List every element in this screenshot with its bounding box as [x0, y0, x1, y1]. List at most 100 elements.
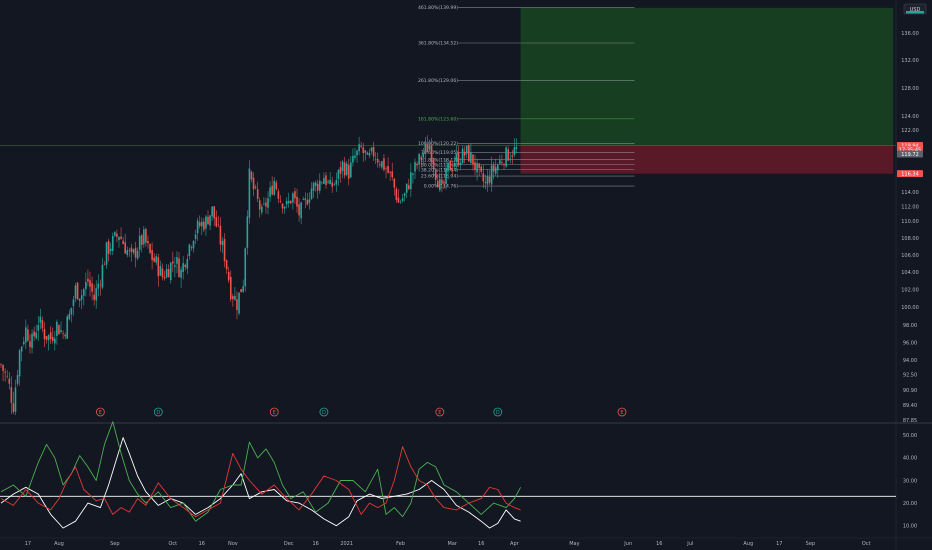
candle-body — [414, 162, 416, 172]
candle-body — [385, 168, 387, 170]
candle-body — [513, 147, 516, 155]
candle-body — [314, 182, 317, 186]
candle-body — [186, 259, 189, 269]
price-tag-label: 116.34 — [901, 171, 919, 177]
candle-body — [399, 201, 402, 203]
candle-body — [503, 164, 505, 166]
candle-body — [213, 206, 216, 219]
earnings-marker-label: E — [99, 410, 102, 416]
candle-body — [238, 292, 240, 314]
candle-body — [101, 264, 104, 288]
candle-body — [178, 258, 180, 277]
time-tick-label: Nov — [228, 541, 238, 547]
earnings-marker[interactable] — [435, 407, 445, 417]
candle-body — [434, 170, 437, 180]
candle-body — [209, 215, 211, 226]
candle-body — [229, 276, 232, 300]
candle-body — [37, 325, 40, 331]
candle-body — [261, 206, 263, 213]
time-tick-label: Aug — [743, 541, 753, 547]
candle-body — [56, 321, 58, 336]
candle-body — [494, 167, 497, 174]
candle-body — [379, 164, 381, 166]
candle-body — [87, 278, 89, 282]
candle-body — [138, 235, 141, 250]
price-tick-label: 90.90 — [903, 388, 917, 394]
time-tick-label: 2021 — [340, 541, 353, 547]
candle-body — [281, 203, 284, 209]
candle-body — [250, 171, 253, 180]
candle-body — [273, 180, 276, 195]
price-tick-label: 128.00 — [901, 86, 919, 92]
candle-body — [10, 387, 13, 403]
oscillator-series-line — [0, 437, 521, 529]
candle-body — [20, 346, 23, 352]
candle-body — [486, 176, 489, 185]
candle-body — [488, 177, 491, 183]
candle-body — [118, 236, 120, 241]
candle-body — [252, 177, 255, 190]
candle-body — [25, 327, 27, 343]
candle-body — [410, 172, 412, 190]
candle-body — [51, 336, 54, 341]
candle-body — [472, 154, 474, 165]
candle-body — [389, 171, 391, 173]
candle-body — [76, 282, 79, 300]
candle-body — [190, 246, 193, 248]
candle-body — [478, 163, 480, 169]
dividend-marker[interactable] — [319, 407, 329, 417]
candle-body — [140, 235, 143, 246]
candle-body — [99, 284, 102, 286]
dividend-marker[interactable] — [493, 407, 503, 417]
candle-body — [116, 233, 118, 237]
candle-body — [169, 262, 172, 281]
candle-body — [296, 196, 298, 207]
candle-body — [482, 173, 485, 182]
dividend-marker[interactable] — [153, 407, 163, 417]
long-position-profit-zone[interactable] — [520, 7, 894, 146]
candle-body — [176, 256, 178, 264]
price-tick-label: 89.40 — [903, 403, 917, 409]
earnings-marker[interactable] — [95, 407, 105, 417]
candle-body — [16, 375, 19, 384]
candle-body — [511, 155, 514, 157]
currency-label: USD — [910, 7, 921, 13]
candle-body — [509, 158, 512, 159]
candle-body — [194, 234, 197, 239]
candle-body — [432, 159, 435, 169]
candle-body — [217, 224, 220, 226]
candle-body — [211, 206, 213, 217]
candle-body — [461, 148, 464, 164]
candle-body — [14, 387, 17, 412]
earnings-marker[interactable] — [269, 407, 279, 417]
time-tick-label: 16 — [478, 541, 484, 547]
price-tick-label: 112.00 — [901, 204, 919, 210]
candle-body — [167, 269, 170, 278]
candle-body — [111, 236, 114, 251]
candle-body — [246, 216, 249, 248]
candle-body — [445, 167, 447, 184]
candle-body — [35, 332, 37, 339]
candle-body — [227, 272, 230, 281]
price-tick-label: 102.00 — [901, 287, 919, 293]
candle-body — [22, 341, 25, 345]
candle-body — [345, 163, 348, 175]
earnings-marker[interactable] — [617, 407, 627, 417]
candle-body — [27, 329, 29, 341]
candle-body — [236, 299, 238, 311]
candle-body — [412, 173, 414, 175]
price-tick-label: 104.00 — [901, 270, 919, 276]
price-tick-label: 106.00 — [901, 253, 919, 259]
candle-body — [267, 198, 269, 208]
candle-body — [18, 350, 21, 377]
price-tag-label: 17:35:45 — [899, 148, 921, 154]
candle-body — [370, 147, 373, 152]
candle-body — [200, 221, 203, 227]
candle-body — [424, 144, 427, 151]
fib-level-label: 161.80%(123.60) — [418, 116, 458, 122]
candle-body — [174, 265, 176, 267]
candle-body — [420, 157, 423, 160]
candle-body — [428, 145, 431, 150]
candle-body — [358, 144, 360, 152]
